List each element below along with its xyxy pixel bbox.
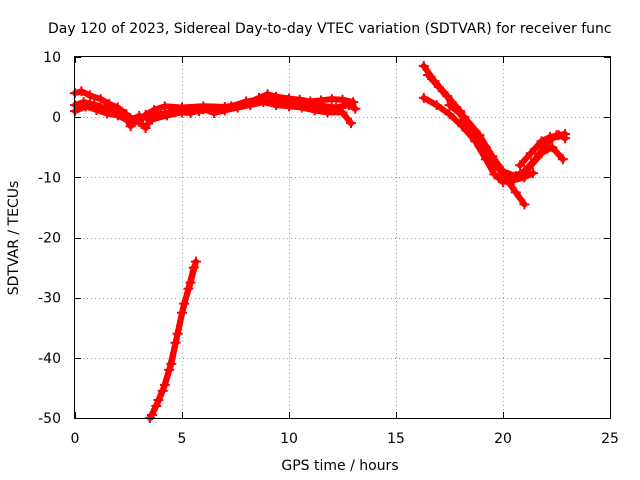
y-tick-label: 0 [52,110,61,126]
data-point [418,61,429,72]
data-point [337,94,348,105]
data-point [459,112,470,123]
y-tick-label: -50 [38,411,61,427]
data-point [284,97,294,108]
data-point [84,90,95,101]
grid-lines [75,57,610,418]
data-point [140,122,151,133]
data-point [209,103,220,114]
data-point [91,104,102,115]
chart-title: Day 120 of 2023, Sidereal Day-to-day VTE… [48,21,612,37]
data-point [525,148,536,159]
data-point [553,130,564,141]
data-point [489,169,500,180]
axis-ticks [75,57,611,419]
data-point [112,110,123,121]
data-point [194,106,205,117]
data-point [433,82,444,93]
data-point [536,148,547,159]
data-point [474,130,485,141]
data-point [157,385,168,396]
series-pass-3-band-E [515,130,571,171]
data-point [95,94,106,105]
data-point [188,262,199,273]
data-point [346,118,357,129]
data-point [147,114,158,125]
y-tick-labels: 10 0 -10 -20 -30 -40 -50 [38,50,61,427]
data-point [262,89,273,100]
data-point [444,100,455,111]
plot-frame [74,56,611,419]
x-tick-label: 10 [280,431,298,447]
x-tick-label: 5 [178,431,187,447]
y-tick-label: 10 [43,50,61,66]
data-point [159,101,170,112]
series-line [72,96,359,124]
data-point [510,187,521,198]
data-point [457,121,468,132]
data-point [177,107,187,118]
data-point [444,109,455,120]
data-point [343,100,354,111]
data-point [76,86,87,97]
x-tick-label: 25 [601,431,619,447]
x-tick-label: 0 [71,431,80,447]
data-point [266,96,277,107]
series-pass-3-band-D [444,100,568,182]
data-point [326,94,337,105]
data-point [134,110,145,121]
data-point [545,132,556,143]
series-line [146,264,197,421]
data-point [431,100,442,111]
data-point [480,154,491,165]
x-tick-label: 20 [494,431,512,447]
data-point [162,110,173,121]
data-point [498,166,508,177]
data-point [254,94,265,105]
series-pass-3-band-C [418,92,538,188]
data-point [519,199,530,210]
data-point [350,103,361,114]
data-point [510,171,521,182]
data-point [560,133,571,144]
series-pass-2-companion [144,262,199,423]
data-point [316,100,327,111]
series-layer [70,61,571,423]
data-point [170,337,181,348]
x-tick-labels: 0 5 10 15 20 25 [71,431,619,447]
data-point [80,101,91,112]
data-point [226,101,237,112]
data-point [123,115,134,126]
data-point [241,96,252,107]
y-tick-label: -20 [38,231,61,247]
data-point [164,364,175,375]
y-tick-label: -10 [38,170,61,186]
data-point [487,151,498,162]
x-tick-label: 15 [387,431,405,447]
data-point [423,70,434,81]
data-point [183,283,194,294]
series-pass-1-band-C [70,94,361,126]
x-axis-label: GPS time / hours [281,458,398,474]
data-point [190,256,201,267]
data-point [177,307,187,318]
data-point [536,136,547,147]
data-point [331,102,342,113]
data-point [151,400,162,411]
data-point [557,154,568,165]
data-point [515,160,526,171]
data-point [470,136,481,147]
y-tick-label: -30 [38,291,61,307]
data-point [301,98,312,109]
data-point [547,142,558,153]
y-tick-label: -40 [38,351,61,367]
data-point [102,108,113,119]
data-point [523,163,534,174]
y-axis-label: SDTVAR / TECUs [6,181,22,296]
series-line [446,102,566,180]
data-point [498,177,508,188]
data-point [418,92,429,103]
